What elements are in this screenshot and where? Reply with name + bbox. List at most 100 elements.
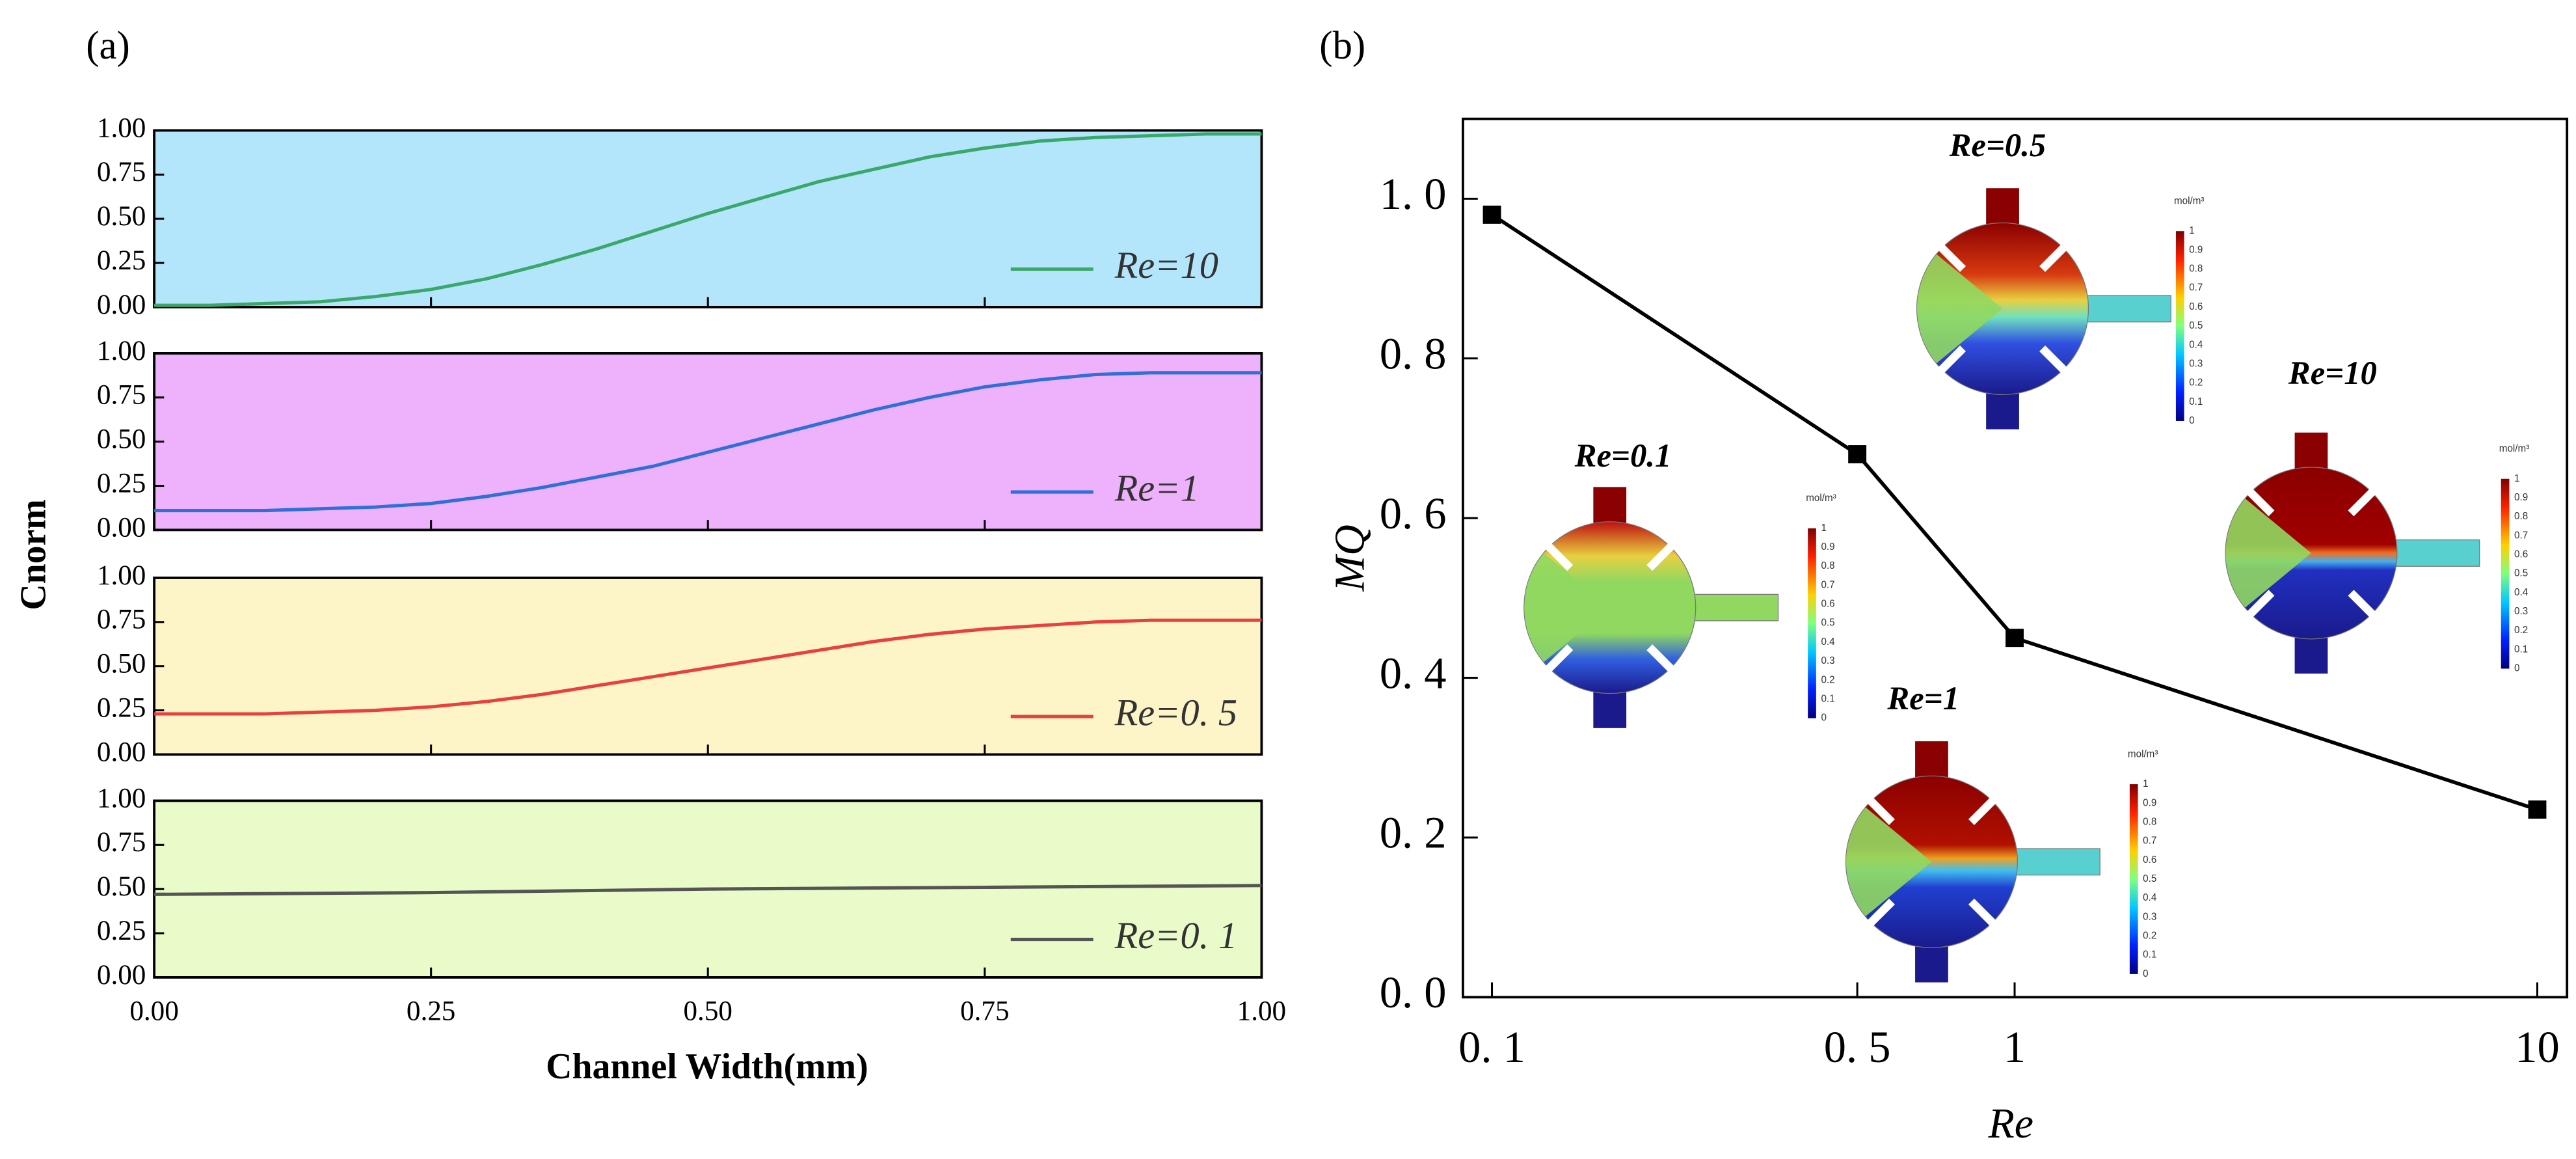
- colorbar-tick-label: 0.8: [2143, 816, 2156, 827]
- y-tick-label: 0. 6: [1380, 489, 1447, 538]
- y-tick-label: 0. 4: [1380, 648, 1447, 698]
- marker: [1483, 205, 1501, 224]
- colorbar-tick-label: 0.1: [2514, 644, 2528, 655]
- y-tick-label: 1.00: [97, 783, 146, 813]
- y-tick-label: 1.00: [97, 113, 146, 143]
- notch: [1968, 793, 2000, 825]
- y-tick-label: 0.00: [97, 512, 146, 543]
- y-tick-label: 0.25: [97, 245, 146, 276]
- left-lobe: [1524, 552, 1610, 662]
- colorbar-tick-label: 0.5: [2189, 320, 2203, 331]
- subplot: 0.00 0.25 0.50 0.75 1.00 Re=10: [97, 113, 1263, 320]
- x-tick-label: 0.75: [960, 996, 1009, 1027]
- colorbar-tick-label: 1: [2143, 778, 2148, 789]
- legend-label: Re=1: [1114, 467, 1200, 509]
- panel-label: (b): [1319, 24, 1365, 68]
- x-tick-label: 0. 1: [1458, 1022, 1525, 1072]
- y-tick-label: 0.25: [97, 468, 146, 498]
- notch: [1934, 240, 1966, 272]
- chart-b: 0. 00. 20. 40. 60. 81. 00. 1 0. 5 1 10ReMQR…: [1326, 117, 2569, 1147]
- line-series: [154, 884, 1262, 896]
- colorbar-tick-label: 0.3: [2143, 911, 2156, 922]
- legend-label: Re=0. 1: [1114, 914, 1237, 957]
- plot-background: [153, 129, 1263, 308]
- y-tick-label: 0.75: [97, 605, 146, 635]
- colorbar-tick-label: 0.6: [2514, 549, 2528, 560]
- colorbar-tick-label: 0.3: [1821, 655, 1834, 666]
- left-lobe: [1845, 807, 1932, 917]
- y-axis-label: Cnorm: [14, 499, 54, 610]
- y-tick-label: 0.00: [97, 290, 146, 320]
- colorbar-tick-label: 0.1: [1821, 693, 1834, 704]
- colorbar-tick-label: 0.4: [2514, 587, 2529, 598]
- colorbar: [2129, 784, 2138, 974]
- x-axis-label: Re: [1987, 1100, 2033, 1147]
- colorbar-tick-label: 0.4: [2143, 892, 2157, 903]
- inset: Re=0.1 mol/m³ 1 0.9 0.8 0.7 0.6 0.5 0.4 0.3 0.2 0.1…: [1523, 437, 1836, 728]
- colorbar-tick-label: 0.4: [2189, 339, 2203, 350]
- notch: [1863, 898, 1895, 931]
- colorbar-tick-label: 0.2: [1821, 674, 1834, 685]
- colorbar-tick-label: 1: [1821, 523, 1826, 534]
- x-tick-label: 1: [2004, 1022, 2026, 1072]
- y-tick-label: 0.00: [97, 960, 146, 990]
- colorbar: [2501, 478, 2510, 669]
- marker: [1848, 445, 1867, 463]
- y-tick-label: 0.75: [97, 827, 146, 858]
- notch: [2039, 240, 2071, 272]
- colorbar-tick-label: 0.9: [2189, 244, 2203, 255]
- y-tick-label: 0. 8: [1380, 329, 1447, 378]
- line-series: [154, 132, 1262, 307]
- line-series: [154, 618, 1262, 716]
- colorbar-unit: mol/m³: [2128, 748, 2158, 759]
- y-tick-label: 0. 0: [1380, 968, 1447, 1017]
- notch: [2348, 484, 2380, 517]
- colorbar: [2175, 231, 2184, 421]
- y-tick-label: 0.25: [97, 692, 146, 723]
- x-tick-label: 10: [2515, 1022, 2560, 1072]
- colorbar-tick-label: 0.3: [2514, 606, 2528, 617]
- colorbar-tick-label: 0.4: [1821, 636, 1835, 648]
- colorbar-tick-label: 0: [2189, 415, 2194, 426]
- line-series: [1491, 213, 2538, 811]
- notch: [2243, 590, 2275, 621]
- x-tick-label: 1.00: [1237, 996, 1286, 1027]
- colorbar-tick-label: 0.7: [2189, 282, 2203, 293]
- colorbar-tick-label: 0.8: [2189, 264, 2203, 275]
- inset-label: Re=1: [1886, 680, 1959, 716]
- colorbar-tick-label: 0: [1821, 713, 1826, 724]
- colorbar-tick-label: 0.2: [2514, 625, 2528, 636]
- colorbar-unit: mol/m³: [2499, 443, 2530, 454]
- colorbar-tick-label: 0.7: [2143, 836, 2156, 847]
- inset-label: Re=0.1: [1574, 437, 1672, 474]
- y-tick-label: 0.25: [97, 916, 146, 946]
- y-tick-label: 0.50: [97, 201, 146, 232]
- line-series: [154, 371, 1262, 513]
- colorbar-tick-label: 0.1: [2143, 949, 2156, 961]
- colorbar-tick-label: 0.9: [1821, 541, 1834, 552]
- inset-label: Re=0.5: [1949, 127, 2046, 163]
- x-tick-label: 0.00: [129, 996, 178, 1027]
- notch: [1541, 539, 1574, 571]
- colorbar-tick-label: 0.3: [2189, 358, 2203, 369]
- colorbar-tick-label: 0.9: [2143, 797, 2156, 808]
- notch: [2243, 484, 2275, 517]
- colorbar-tick-label: 0.7: [1821, 579, 1834, 590]
- notch: [1646, 539, 1678, 571]
- x-tick-label: 0.25: [407, 996, 455, 1027]
- subplot: 0.00 0.25 0.50 0.75 1.00 Re=0. 5: [97, 560, 1263, 767]
- plot-background: [153, 577, 1263, 756]
- legend-label: Re=0. 5: [1114, 691, 1237, 733]
- marker: [2528, 800, 2547, 819]
- x-tick-label: 0. 5: [1824, 1022, 1891, 1072]
- colorbar-tick-label: 0.9: [2514, 492, 2528, 503]
- colorbar-tick-label: 0: [2514, 663, 2519, 674]
- plot-background: [153, 352, 1263, 532]
- notch: [1968, 898, 2000, 931]
- marker: [2006, 629, 2024, 648]
- y-tick-label: 0.50: [97, 424, 146, 455]
- left-lobe: [2225, 498, 2311, 608]
- inset: Re=1 mol/m³ 1 0.9 0.8 0.7 0.6 0.5 0.4 0.3 0.2 0.1 0: [1845, 680, 2158, 983]
- y-tick-label: 0.75: [97, 380, 146, 411]
